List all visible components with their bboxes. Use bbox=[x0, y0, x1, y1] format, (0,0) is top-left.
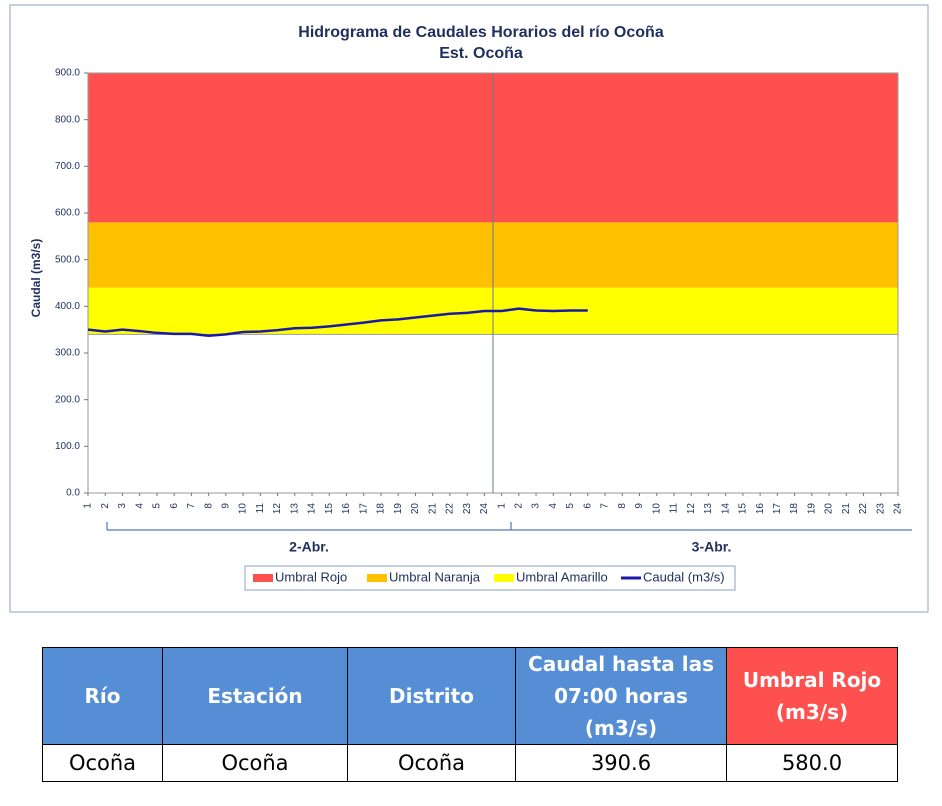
x-tick-label: 15 bbox=[324, 503, 335, 515]
y-tick-label: 100.0 bbox=[55, 441, 80, 452]
y-axis-label: Caudal (m3/s) bbox=[29, 239, 43, 318]
caudal-line bbox=[87, 307, 588, 337]
x-tick-label: 17 bbox=[772, 503, 783, 515]
x-tick-label: 1 bbox=[496, 503, 507, 509]
x-tick-label: 7 bbox=[186, 503, 197, 509]
y-tick-label: 0.0 bbox=[66, 488, 80, 499]
x-tick-label: 11 bbox=[669, 503, 680, 514]
legend-swatch bbox=[367, 574, 387, 582]
x-tick-label: 23 bbox=[875, 503, 886, 515]
x-tick-label: 15 bbox=[738, 503, 749, 515]
header-cell: Distrito bbox=[347, 647, 516, 745]
y-tick-label: 400.0 bbox=[55, 301, 80, 312]
x-tick-label: 19 bbox=[806, 503, 817, 515]
x-tick-label: 13 bbox=[703, 503, 714, 515]
x-tick-label: 9 bbox=[634, 503, 645, 509]
legend-label: Umbral Naranja bbox=[389, 569, 481, 584]
x-tick-label: 10 bbox=[651, 503, 662, 515]
x-tick-label: 6 bbox=[582, 503, 593, 509]
x-tick-label: 22 bbox=[445, 503, 456, 515]
x-tick-label: 23 bbox=[462, 503, 473, 515]
x-tick-label: 1 bbox=[83, 503, 94, 509]
x-tick-label: 22 bbox=[858, 503, 869, 515]
x-tick-label: 11 bbox=[255, 503, 266, 514]
cell: Ocoña bbox=[162, 744, 348, 782]
chart-subtitle: Est. Ocoña bbox=[439, 45, 523, 62]
x-tick-label: 20 bbox=[824, 503, 835, 515]
x-tick-label: 9 bbox=[221, 503, 232, 509]
x-tick-label: 12 bbox=[686, 503, 697, 515]
x-tick-label: 14 bbox=[720, 503, 731, 515]
y-tick-label: 300.0 bbox=[55, 348, 80, 359]
chart: Hidrograma de Caudales Horarios del río … bbox=[9, 4, 929, 613]
x-tick-label: 24 bbox=[893, 503, 904, 515]
x-tick-label: 7 bbox=[600, 503, 611, 509]
y-tick-label: 900.0 bbox=[55, 68, 80, 79]
x-tick-label: 8 bbox=[617, 503, 628, 509]
chart-title: Hidrograma de Caudales Horarios del río … bbox=[298, 24, 664, 41]
x-tick-label: 16 bbox=[341, 503, 352, 515]
x-tick-label: 3 bbox=[531, 503, 542, 509]
header-row: Río Estación Distrito Caudal hasta las 0… bbox=[42, 647, 898, 745]
x-tick-label: 19 bbox=[393, 503, 404, 515]
y-tick-label: 500.0 bbox=[55, 254, 80, 265]
x-tick-label: 8 bbox=[203, 503, 214, 509]
x-tick-label: 4 bbox=[134, 503, 145, 509]
header-cell: Estación bbox=[162, 647, 348, 745]
x-tick-label: 17 bbox=[358, 503, 369, 515]
x-tick-label: 14 bbox=[307, 503, 318, 515]
group-label: 2-Abr. bbox=[289, 539, 329, 555]
legend-label: Umbral Rojo bbox=[275, 569, 347, 584]
data-row: Ocoña Ocoña Ocoña 390.6 580.0 bbox=[42, 744, 898, 782]
legend bbox=[244, 565, 736, 591]
cell: Ocoña bbox=[42, 744, 163, 782]
x-tick-label: 16 bbox=[755, 503, 766, 515]
x-tick-label: 10 bbox=[238, 503, 249, 515]
x-tick-label: 18 bbox=[789, 503, 800, 515]
y-tick-label: 600.0 bbox=[55, 208, 80, 219]
cell: Ocoña bbox=[347, 744, 516, 782]
x-tick-label: 3 bbox=[117, 503, 128, 509]
x-tick-label: 12 bbox=[272, 503, 283, 515]
y-tick-label: 700.0 bbox=[55, 161, 80, 172]
legend-swatch bbox=[253, 574, 273, 582]
x-tick-label: 13 bbox=[289, 503, 300, 515]
x-tick-label: 24 bbox=[479, 503, 490, 515]
x-tick-label: 21 bbox=[427, 503, 438, 515]
x-tick-label: 2 bbox=[100, 503, 111, 509]
x-tick-label: 5 bbox=[152, 503, 163, 509]
header-cell: Caudal hasta las 07:00 horas (m3/s) bbox=[515, 647, 727, 745]
x-tick-label: 5 bbox=[565, 503, 576, 509]
group-label: 3-Abr. bbox=[692, 539, 732, 555]
x-tick-label: 2 bbox=[513, 503, 524, 509]
x-tick-label: 18 bbox=[376, 503, 387, 515]
x-tick-label: 20 bbox=[410, 503, 421, 515]
legend-label: Umbral Amarillo bbox=[516, 569, 608, 584]
x-tick-label: 21 bbox=[841, 503, 852, 515]
cell: 580.0 bbox=[726, 744, 898, 782]
header-cell: Umbral Rojo (m3/s) bbox=[726, 647, 898, 745]
y-tick-label: 200.0 bbox=[55, 394, 80, 405]
legend-swatch bbox=[494, 574, 514, 582]
info-table: Río Estación Distrito Caudal hasta las 0… bbox=[42, 647, 898, 782]
legend-label: Caudal (m3/s) bbox=[643, 569, 725, 584]
header-cell: Río bbox=[42, 647, 163, 745]
y-tick-label: 800.0 bbox=[55, 114, 80, 125]
cell: 390.6 bbox=[515, 744, 727, 782]
x-tick-label: 6 bbox=[169, 503, 180, 509]
x-tick-label: 4 bbox=[548, 503, 559, 509]
